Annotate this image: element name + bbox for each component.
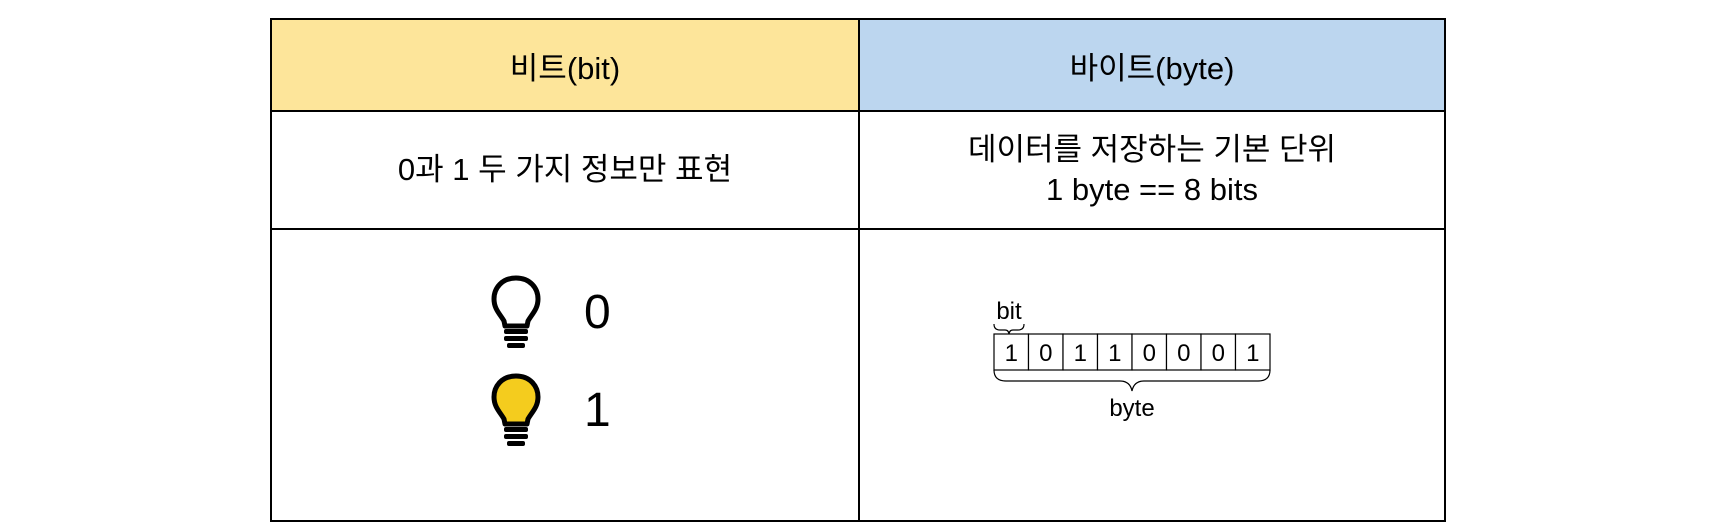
bit-state-off: 0: [490, 274, 611, 350]
bit-box: [1234, 333, 1271, 371]
bit-box-value: 1: [1246, 340, 1259, 367]
bit-brace: [993, 323, 1025, 336]
bit-box: [1062, 333, 1099, 371]
bit-box: [1131, 333, 1168, 371]
bit-box: [1027, 333, 1064, 371]
bit-header-cell: 비트(bit): [272, 20, 858, 110]
bit-header-title: 비트(bit): [509, 50, 621, 86]
byte-description-cell: 데이터를 저장하는 기본 단위 1 byte == 8 bits: [860, 112, 1444, 228]
bit-visual-cell: 0 1: [272, 230, 858, 520]
lightbulb-on-icon: [491, 373, 541, 446]
bit-box: [1165, 333, 1202, 371]
bit-byte-table: 비트(bit) 바이트(byte) 0과 1 두 가지 정보만 표현 데이터를 …: [270, 18, 1446, 522]
bit-box-value: 0: [1212, 340, 1225, 367]
byte-label: byte: [1109, 395, 1154, 422]
bit-box-value: 0: [1143, 340, 1156, 367]
bit-box-value: 1: [1074, 340, 1087, 367]
byte-description-line2: 1 byte == 8 bits: [1046, 172, 1258, 207]
bit-description-cell: 0과 1 두 가지 정보만 표현: [272, 112, 858, 228]
row-divider-2: [272, 228, 1444, 230]
byte-brace: [993, 369, 1271, 392]
lightbulb-off-icon: [491, 275, 541, 348]
bit-box: [993, 333, 1030, 371]
bit-value-zero: 0: [584, 285, 611, 339]
bit-state-on: 1: [490, 372, 611, 448]
byte-header-title: 바이트(byte): [1069, 50, 1235, 86]
byte-description-line1: 데이터를 저장하는 기본 단위: [967, 132, 1337, 167]
bit-description: 0과 1 두 가지 정보만 표현: [397, 152, 733, 187]
bit-box-value: 1: [1005, 340, 1018, 367]
bit-box: [1200, 333, 1237, 371]
row-divider-1: [272, 110, 1444, 112]
bit-label: bit: [996, 298, 1022, 325]
bit-box-value: 0: [1177, 340, 1190, 367]
column-divider: [858, 20, 860, 520]
bit-box-value: 1: [1108, 340, 1121, 367]
bit-value-one: 1: [584, 383, 611, 437]
bit-box-value: 0: [1039, 340, 1052, 367]
byte-header-cell: 바이트(byte): [860, 20, 1444, 110]
